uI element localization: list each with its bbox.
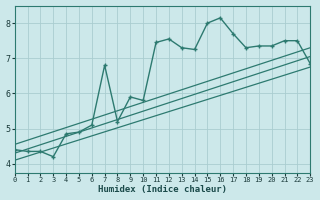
X-axis label: Humidex (Indice chaleur): Humidex (Indice chaleur): [98, 185, 227, 194]
